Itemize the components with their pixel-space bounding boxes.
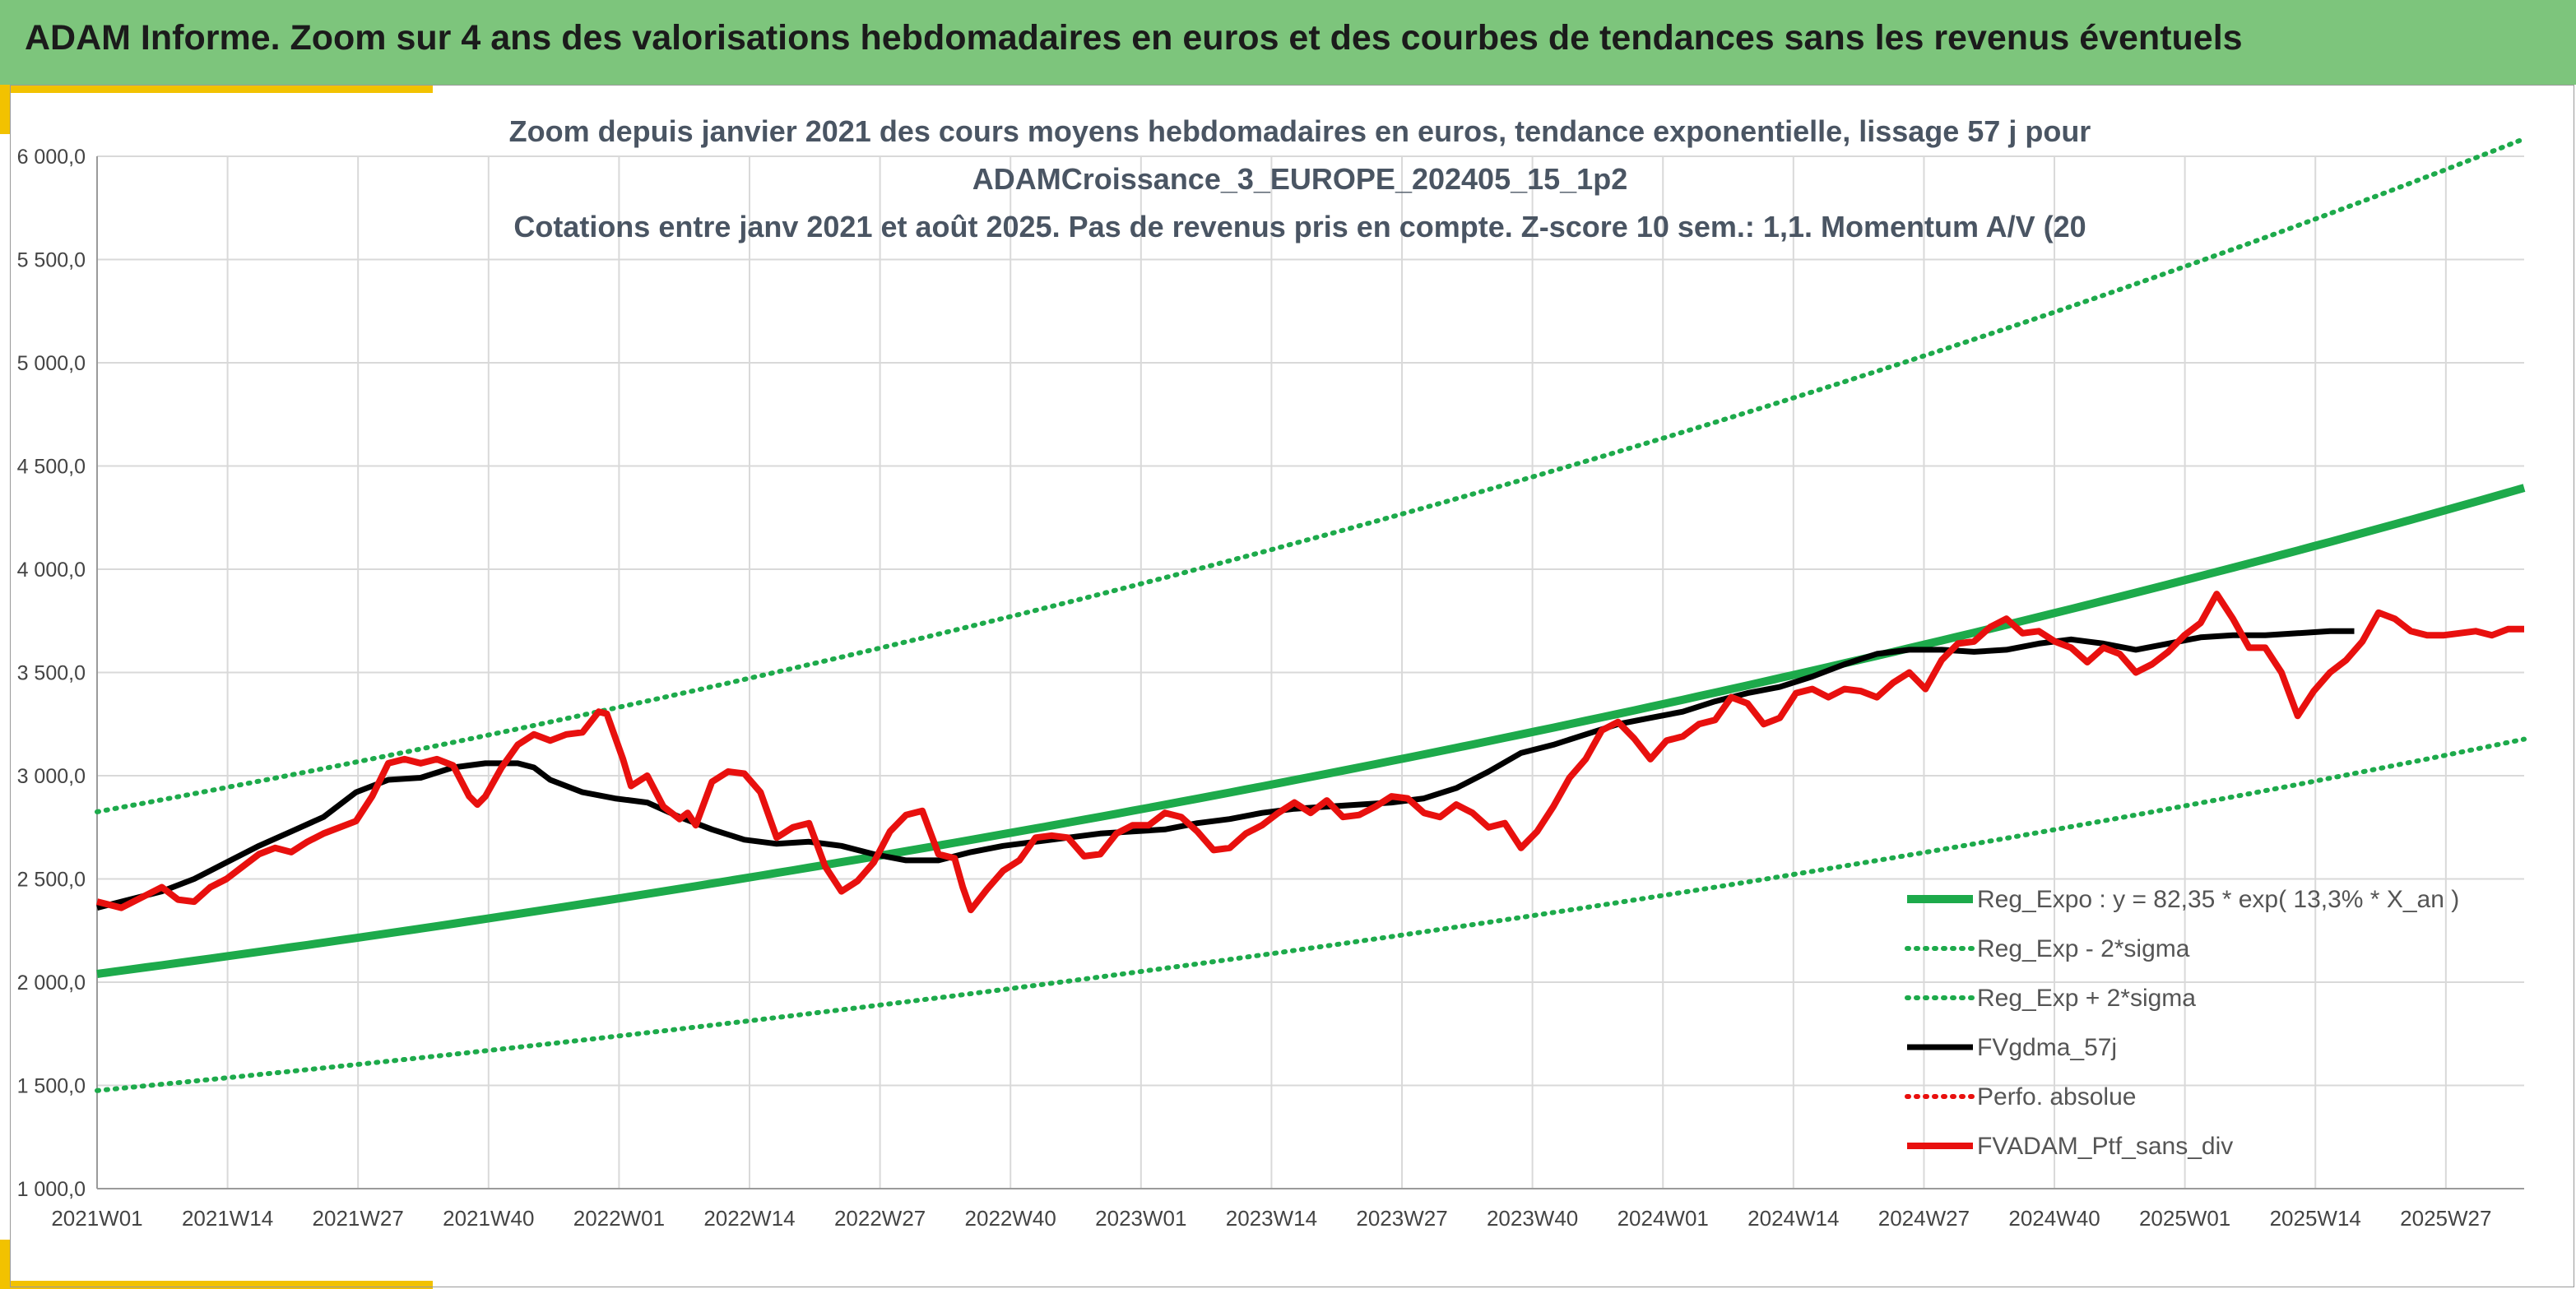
legend-label: Reg_Exp - 2*sigma <box>1977 935 2190 962</box>
x-tick-label: 2022W40 <box>965 1206 1056 1231</box>
y-tick-label: 1 000,0 <box>17 1178 86 1201</box>
y-tick-label: 3 500,0 <box>17 662 86 685</box>
y-tick-label: 6 000,0 <box>17 146 86 169</box>
y-tick-label: 4 500,0 <box>17 456 86 479</box>
chart-title-line-3: Cotations entre janv 2021 et août 2025. … <box>513 210 2086 243</box>
y-tick-label: 2 000,0 <box>17 971 86 995</box>
x-tick-label: 2022W14 <box>703 1206 795 1231</box>
x-tick-label: 2024W14 <box>1748 1206 1839 1231</box>
legend-label: Reg_Exp + 2*sigma <box>1977 985 2196 1012</box>
x-tick-label: 2021W27 <box>313 1206 404 1231</box>
x-tick-label: 2021W40 <box>443 1206 534 1231</box>
accent-bar-bottom <box>0 1281 433 1289</box>
page-title: ADAM Informe. Zoom sur 4 ans des valoris… <box>25 18 2243 58</box>
legend-label: Perfo. absolue <box>1977 1083 2136 1110</box>
series-line-1 <box>95 736 2527 1093</box>
series <box>95 136 2527 1093</box>
legend: Reg_Expo : y = 82,35 * exp( 13,3% * X_an… <box>1905 886 2459 1160</box>
y-axis-ticks: 1 000,0 1 500,0 2 000,0 2 500,0 3 000,0 3 500… <box>17 146 86 1201</box>
chart-title: Zoom depuis janvier 2021 des cours moyen… <box>509 114 2091 243</box>
chart-title-line-1: Zoom depuis janvier 2021 des cours moyen… <box>509 114 2091 148</box>
x-tick-label: 2025W14 <box>2270 1206 2361 1231</box>
legend-label: FVADAM_Ptf_sans_div <box>1977 1133 2233 1160</box>
y-tick-label: 4 000,0 <box>17 559 86 582</box>
x-tick-label: 2023W40 <box>1487 1206 1578 1231</box>
y-tick-label: 1 500,0 <box>17 1075 86 1098</box>
series-line-0 <box>96 484 2526 978</box>
header-banner: ADAM Informe. Zoom sur 4 ans des valoris… <box>0 0 2576 85</box>
y-tick-label: 3 000,0 <box>17 765 86 788</box>
x-tick-label: 2023W27 <box>1356 1206 1447 1231</box>
x-tick-label: 2024W01 <box>1618 1206 1709 1231</box>
y-tick-label: 2 500,0 <box>17 869 86 892</box>
x-tick-label: 2023W14 <box>1226 1206 1317 1231</box>
chart-frame <box>10 85 2574 1287</box>
x-tick-label: 2022W01 <box>573 1206 665 1231</box>
series-line-5 <box>96 591 2524 914</box>
accent-bar-top <box>0 85 433 93</box>
series-line-2 <box>95 136 2527 814</box>
x-tick-label: 2021W14 <box>182 1206 273 1231</box>
x-tick-label: 2023W01 <box>1095 1206 1186 1231</box>
x-tick-label: 2025W01 <box>2139 1206 2230 1231</box>
x-tick-label: 2022W27 <box>834 1206 926 1231</box>
chart-title-line-2: ADAMCroissance_3_EUROPE_202405_15_1p2 <box>972 162 1627 196</box>
legend-label: FVgdma_57j <box>1977 1034 2117 1061</box>
x-tick-label: 2024W40 <box>2008 1206 2100 1231</box>
accent-marker-bottom <box>0 1240 10 1289</box>
legend-label: Reg_Expo : y = 82,35 * exp( 13,3% * X_an… <box>1977 886 2459 913</box>
x-tick-label: 2021W01 <box>51 1206 142 1231</box>
y-tick-label: 5 000,0 <box>17 352 86 375</box>
x-tick-label: 2024W27 <box>1878 1206 1970 1231</box>
grid <box>96 155 2524 1189</box>
x-tick-label: 2025W27 <box>2400 1206 2491 1231</box>
accent-marker-top <box>0 85 10 134</box>
y-tick-label: 5 500,0 <box>17 249 86 272</box>
series-line-3 <box>96 628 2355 911</box>
x-axis-ticks: 2021W01 2021W14 2021W27 2021W40 2022W01 2022W… <box>51 1206 2491 1231</box>
